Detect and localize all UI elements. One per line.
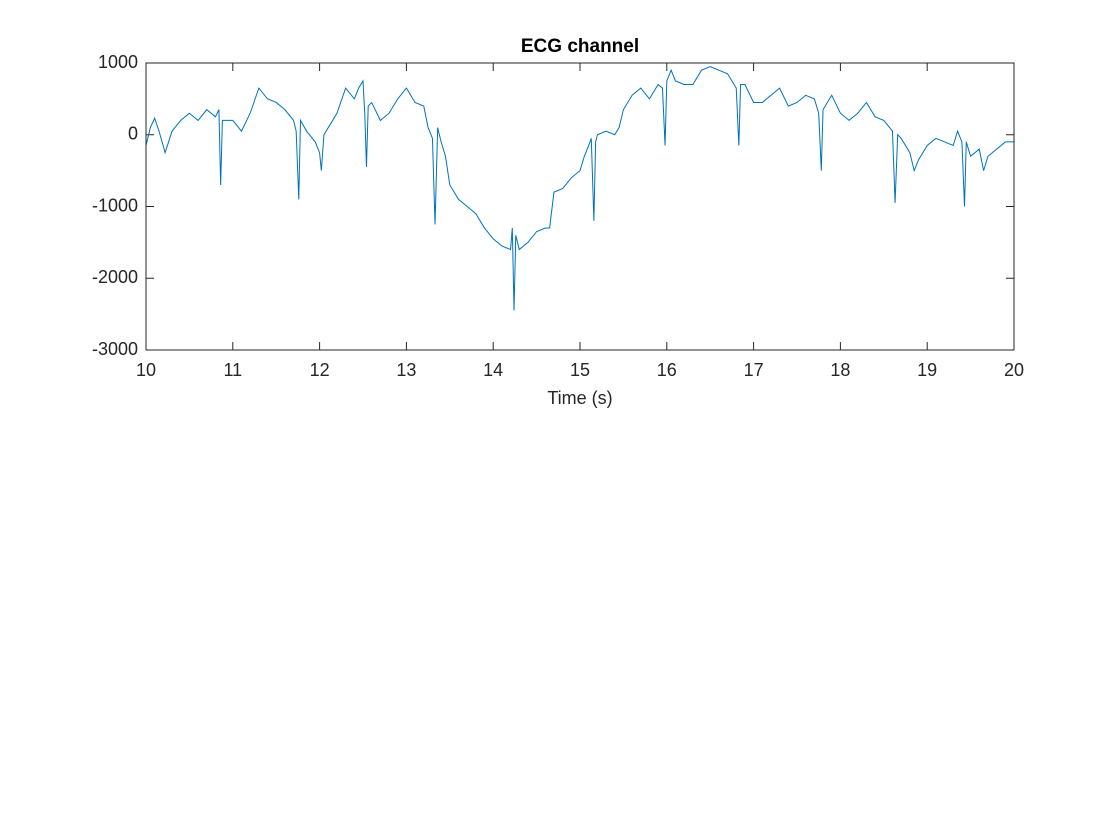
y-tick-label: 1000 [98,52,138,72]
x-tick-label: 20 [1004,360,1024,380]
x-tick-label: 15 [570,360,590,380]
x-tick-label: 18 [830,360,850,380]
y-tick-label: 0 [128,124,138,144]
data-line [145,66,1014,311]
x-tick-label: 14 [483,360,503,380]
x-tick-label: 11 [223,360,242,380]
x-axis-label: Time (s) [547,388,612,408]
x-tick-label: 13 [396,360,416,380]
axes-frame [145,62,1015,351]
y-tick-label: -2000 [92,267,138,287]
x-tick-label: 16 [657,360,677,380]
y-tick-label: -1000 [92,195,138,215]
y-tick-label: -3000 [92,339,138,359]
x-tick-label: 17 [744,360,764,380]
chart-title: ECG channel [521,36,639,57]
x-tick-label: 19 [917,360,937,380]
x-tick-label: 12 [310,360,330,380]
x-tick-label: 10 [136,360,156,380]
